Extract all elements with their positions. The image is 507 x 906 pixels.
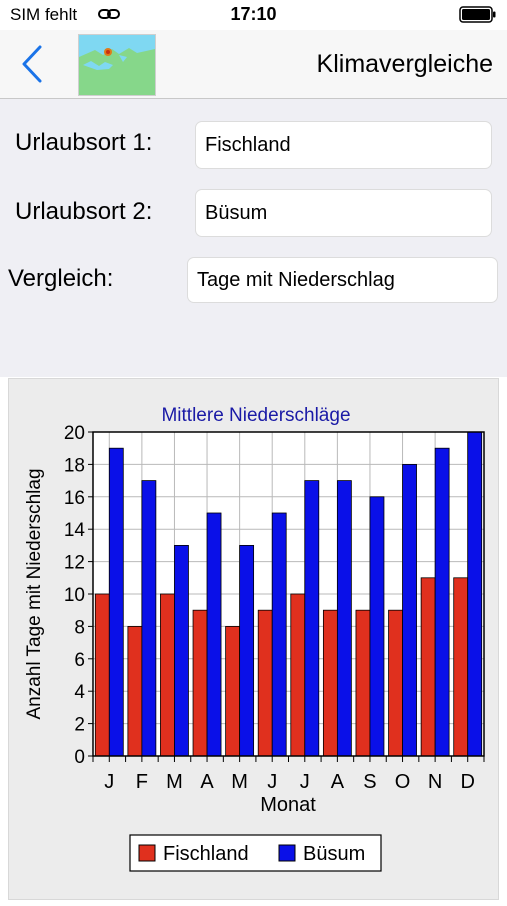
bar-büsum-9 [369,496,385,757]
chart-grid [93,431,484,757]
location1-field[interactable]: Fischland [195,121,492,169]
x-tick-label: A [200,771,214,793]
location1-label: Urlaubsort 1: [15,129,153,156]
bar-büsum-1 [108,447,124,757]
link-icon [98,9,120,19]
clock: 17:10 [230,4,277,24]
bar-büsum-4 [206,512,222,757]
bar-fischland-1 [94,593,110,757]
bar-fischland-7 [290,593,306,757]
page-title: Klimavergleiche [316,50,493,78]
location2-field[interactable]: Büsum [195,189,492,237]
bar-büsum-6 [271,512,287,757]
y-tick-label: 10 [64,585,85,606]
status-bar: SIM fehlt 17:10 [0,0,507,30]
x-tick-label: M [231,771,248,793]
y-tick-label: 20 [64,423,85,444]
y-axis-label: Anzahl Tage mit Niederschlag [24,468,45,719]
back-chevron-icon[interactable] [18,42,48,86]
bar-büsum-2 [141,480,157,757]
bar-fischland-6 [257,609,273,757]
bar-büsum-11 [434,447,450,757]
chart-legend: Fischland Büsum [129,834,382,872]
bar-fischland-9 [355,609,371,757]
comparison-value: Tage mit Niederschlag [197,268,395,291]
bar-büsum-5 [239,544,255,757]
chart-title: Mittlere Niederschläge [161,405,350,426]
legend-label-fischland: Fischland [163,843,249,865]
y-tick-label: 2 [74,715,85,736]
battery-icon [459,6,496,23]
bar-fischland-8 [322,609,338,757]
navigation-bar: Klimavergleiche [0,30,507,99]
map-thumbnail[interactable] [78,34,156,96]
y-tick-label: 16 [64,488,85,509]
location2-label: Urlaubsort 2: [15,198,153,225]
x-tick-label: F [136,771,148,793]
bar-büsum-7 [304,480,320,757]
bar-büsum-8 [336,480,352,757]
x-tick-label: S [363,771,376,793]
y-axis-ticks: 0 2 4 6 8 10 12 14 16 18 20 [64,423,93,768]
y-tick-label: 12 [64,553,85,574]
x-tick-label: D [460,771,474,793]
carrier-text: SIM fehlt [10,5,78,24]
x-tick-label: J [267,771,277,793]
x-tick-label: O [395,771,411,793]
y-tick-label: 6 [74,650,85,671]
x-tick-label: N [428,771,442,793]
legend-swatch-buesum [278,844,296,862]
x-tick-label: J [104,771,114,793]
x-tick-label: J [300,771,310,793]
bar-fischland-3 [160,593,175,757]
bar-fischland-11 [420,577,436,757]
y-tick-label: 0 [74,747,85,768]
chart-bars [94,431,483,757]
comparison-form: Urlaubsort 1: Fischland Urlaubsort 2: Bü… [0,99,507,377]
comparison-field[interactable]: Tage mit Niederschlag [187,257,498,303]
x-tick-label: M [166,771,183,793]
legend-label-buesum: Büsum [303,843,365,865]
bar-fischland-12 [453,577,469,757]
y-tick-label: 18 [64,455,85,476]
bar-büsum-3 [174,544,189,757]
x-axis-label: Monat [260,794,316,816]
bar-fischland-5 [225,625,241,757]
location1-value: Fischland [205,133,291,156]
comparison-label: Vergleich: [8,265,114,292]
bar-fischland-10 [388,609,403,757]
bar-fischland-4 [192,609,208,757]
y-tick-label: 14 [64,520,86,541]
y-tick-label: 4 [74,682,85,703]
bar-büsum-12 [467,431,483,757]
legend-swatch-fischland [138,844,156,862]
x-tick-label: A [331,771,345,793]
bar-büsum-10 [402,464,417,757]
location2-value: Büsum [205,201,268,224]
bar-fischland-2 [127,625,143,757]
y-tick-label: 8 [74,617,85,638]
map-icon [79,35,155,95]
